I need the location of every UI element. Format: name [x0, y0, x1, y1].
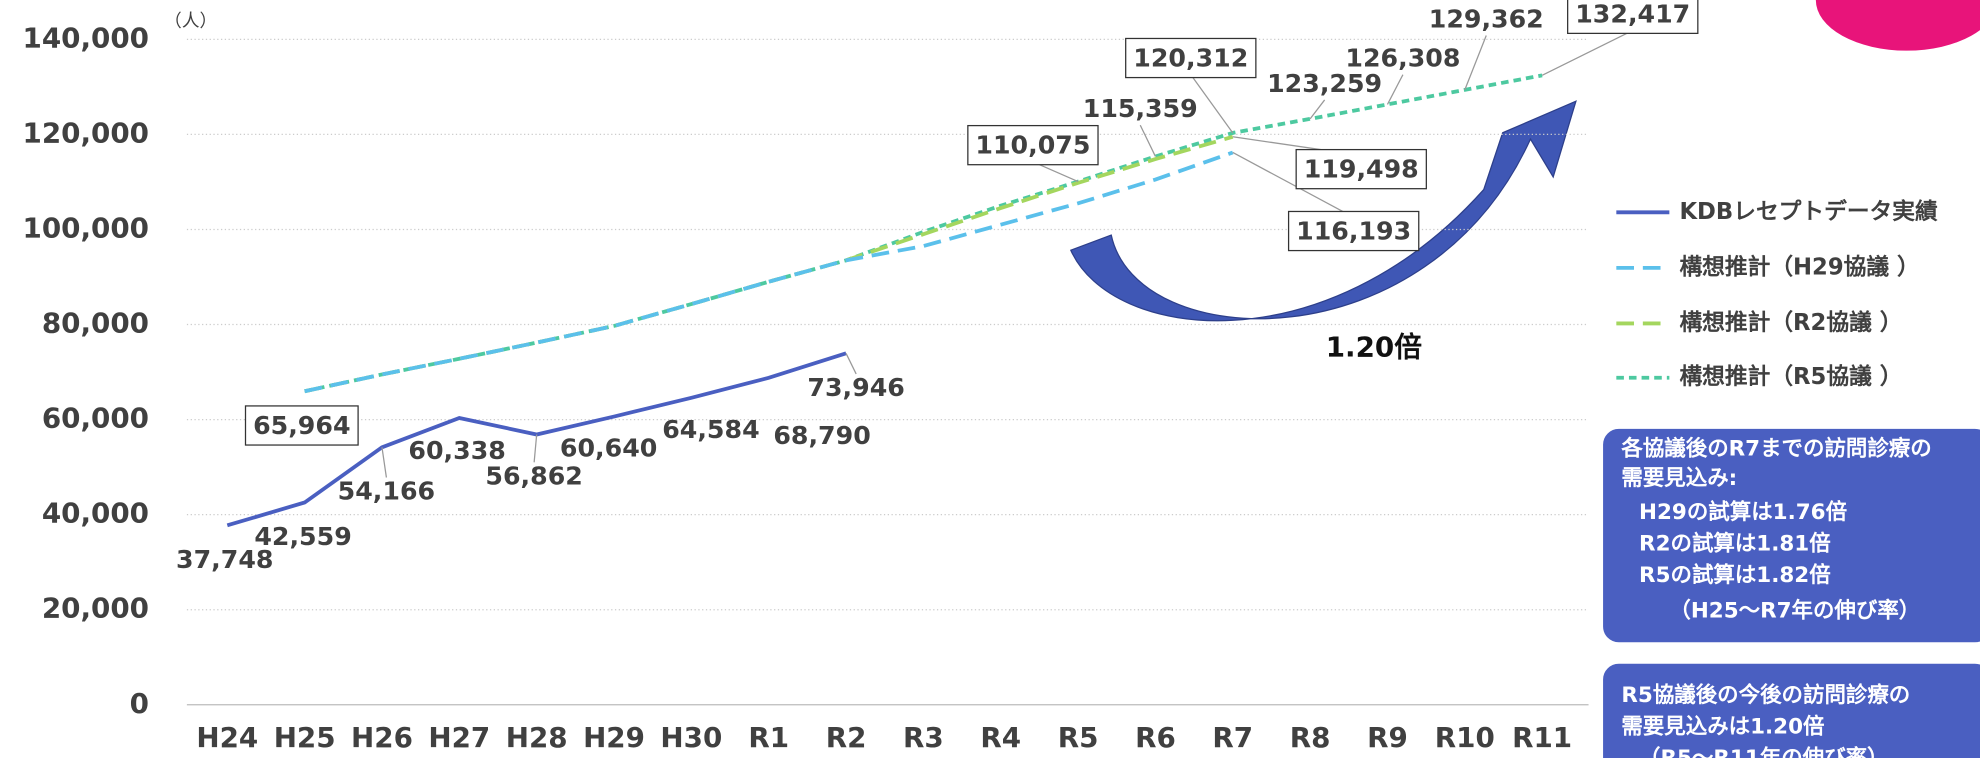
- y-tick-label: 0: [130, 687, 149, 720]
- leader-line: [1139, 124, 1156, 157]
- leader-line: [1386, 74, 1404, 105]
- x-tick-label: R3: [903, 721, 944, 754]
- data-label: 110,075: [975, 131, 1090, 160]
- note-text: R2の試算は1.81倍: [1639, 530, 1831, 556]
- data-label: 115,359: [1083, 94, 1198, 123]
- data-label: 120,312: [1133, 44, 1248, 73]
- y-tick-label: 120,000: [23, 116, 149, 149]
- data-label: 42,559: [254, 522, 351, 551]
- series-line: [226, 351, 847, 528]
- label-box: [1295, 148, 1427, 190]
- data-label: 119,498: [1304, 155, 1419, 184]
- annotation: 1.20倍: [1326, 331, 1423, 364]
- note-text: （H25～R7年の伸び率）: [1669, 597, 1920, 623]
- y-tick-label: 40,000: [42, 497, 149, 530]
- note-text: H29の試算は1.76倍: [1639, 499, 1847, 525]
- x-tick-label: H25: [274, 721, 336, 754]
- x-tick-label: H27: [428, 721, 490, 754]
- legend-label: KDBレセプトデータ実績: [1679, 198, 1938, 225]
- x-tick-label: R4: [980, 721, 1021, 754]
- y-tick-label: 140,000: [23, 21, 149, 54]
- x-tick-label: R11: [1512, 721, 1572, 754]
- data-label: 60,338: [408, 436, 505, 465]
- leader-line: [1541, 29, 1634, 76]
- badge: [1815, 0, 1980, 51]
- y-tick-label: 60,000: [42, 402, 149, 435]
- x-tick-label: H26: [351, 721, 413, 754]
- note-text: 需要見込みは1.20倍: [1621, 714, 1824, 740]
- x-tick-label: R8: [1290, 721, 1331, 754]
- series-line: [304, 134, 1234, 394]
- label-box: [244, 405, 359, 446]
- data-label: 68,790: [773, 421, 870, 450]
- leader-line: [533, 434, 538, 463]
- x-tick-label: R9: [1367, 721, 1408, 754]
- y-tick-label: 100,000: [23, 211, 149, 244]
- data-label: 65,964: [253, 411, 350, 440]
- leader-line: [1190, 74, 1234, 134]
- leader-line: [381, 447, 388, 478]
- label-box: [1125, 37, 1257, 79]
- x-tick-label: R5: [1058, 721, 1099, 754]
- note-text: R5協議後の今後の訪問診療の: [1621, 682, 1910, 708]
- data-label: 73,946: [807, 373, 904, 402]
- growth-arrow: [1069, 100, 1577, 322]
- unit-label: （人）: [164, 11, 217, 32]
- x-tick-label: R6: [1135, 721, 1176, 754]
- x-tick-label: H28: [506, 721, 568, 754]
- x-tick-label: R7: [1212, 721, 1253, 754]
- label-box: [967, 124, 1099, 166]
- leader-line: [1464, 35, 1487, 91]
- label-box: [1567, 0, 1699, 35]
- data-label: 37,748: [176, 545, 273, 574]
- note-box: [1599, 425, 1980, 647]
- note-text: R5の試算は1.82倍: [1639, 562, 1831, 588]
- data-label: 56,862: [485, 461, 582, 490]
- data-label: 116,193: [1296, 217, 1411, 246]
- data-label: 64,584: [662, 415, 759, 444]
- x-tick-label: R1: [748, 721, 789, 754]
- legend-label: 構想推計（R2協議 ）: [1679, 309, 1902, 336]
- x-tick-label: H24: [196, 721, 258, 754]
- x-tick-label: H30: [660, 721, 722, 754]
- x-tick-label: R2: [826, 721, 867, 754]
- x-tick-label: H29: [583, 721, 645, 754]
- y-tick-label: 20,000: [42, 592, 149, 625]
- label-box: [1287, 210, 1420, 252]
- note-box: [1599, 659, 1980, 758]
- data-label: 129,362: [1429, 4, 1544, 33]
- leader-line: [1309, 99, 1326, 120]
- y-tick-label: 80,000: [42, 307, 149, 340]
- note-text: （R5～R11年の伸び率）: [1639, 745, 1888, 758]
- data-label: 132,417: [1575, 0, 1690, 28]
- x-tick-label: R10: [1435, 721, 1495, 754]
- series-line: [304, 150, 1234, 394]
- leader-line: [1232, 151, 1354, 218]
- data-label: 123,259: [1267, 69, 1382, 98]
- note-text: 需要見込み:: [1621, 466, 1737, 491]
- data-label: 54,166: [338, 477, 435, 506]
- note-text: 各協議後のR7までの訪問診療の: [1620, 436, 1931, 462]
- data-label: 60,640: [560, 434, 657, 463]
- data-label: 126,308: [1345, 44, 1460, 73]
- leader-line: [845, 353, 857, 375]
- legend-label: 構想推計（H29協議 ）: [1679, 253, 1919, 280]
- legend-label: 構想推計（R5協議 ）: [1679, 363, 1902, 390]
